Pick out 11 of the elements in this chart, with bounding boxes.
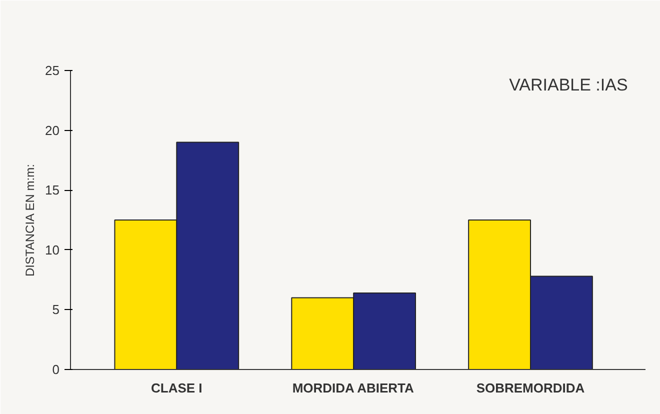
y-tick-label: 20	[45, 122, 60, 138]
y-tick-label: 10	[45, 242, 60, 258]
x-tick-label: SOBREMORDIDA	[476, 380, 586, 396]
x-tick-label: CLASE I	[151, 380, 202, 396]
y-tick-label: 25	[45, 63, 60, 78]
y-tick-label: 5	[52, 302, 60, 318]
chart-title: VARIABLE :IAS	[509, 75, 628, 94]
y-tick-label: 15	[45, 182, 60, 198]
y-tick-label: 0	[52, 362, 60, 377]
y-axis-title: DISTANCIA EN m:m:	[23, 164, 38, 277]
x-tick-label: MORDIDA ABIERTA	[292, 380, 414, 396]
